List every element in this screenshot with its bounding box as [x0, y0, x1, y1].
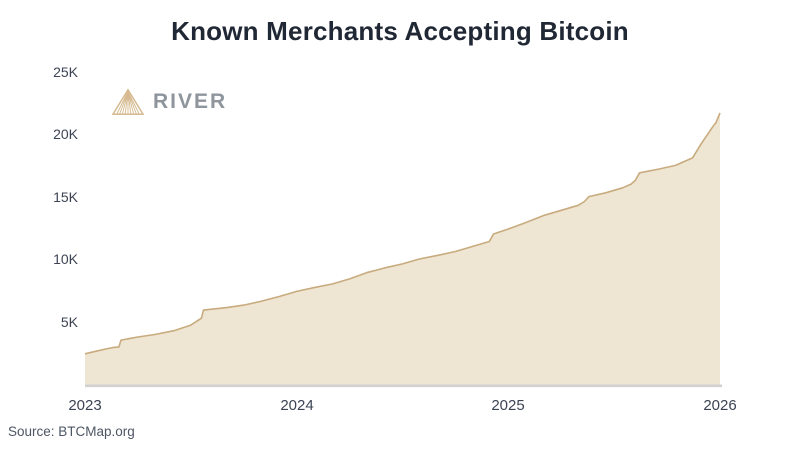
x-axis-tick-2024: 2024 [280, 397, 314, 414]
x-axis-tick-2023: 2023 [68, 397, 102, 414]
area-fill [85, 112, 720, 386]
river-logo: RIVER [112, 88, 227, 116]
river-mountain-icon [112, 88, 144, 115]
river-logo-text: RIVER [153, 90, 228, 113]
y-axis-tick-5k: 5K [60, 313, 78, 330]
x-axis-tick-2025: 2025 [491, 397, 525, 414]
x-axis-line [85, 384, 722, 388]
x-axis-tick-2026: 2026 [703, 397, 737, 414]
source-note: Source: BTCMap.org [8, 424, 135, 439]
y-axis-tick-20k: 20K [53, 126, 78, 143]
area-line [84, 112, 721, 355]
y-axis-tick-15k: 15K [53, 188, 78, 205]
y-axis-tick-25k: 25K [53, 64, 78, 80]
chart-title: Known Merchants Accepting Bitcoin [171, 16, 629, 46]
y-axis-tick-10k: 10K [53, 251, 78, 268]
